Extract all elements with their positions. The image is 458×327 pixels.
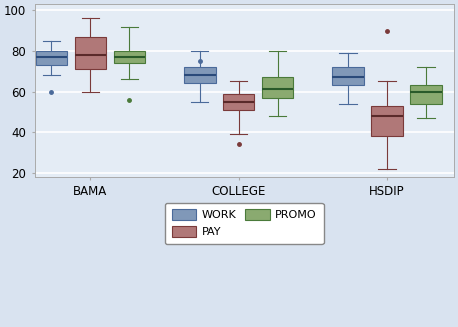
Bar <box>410 85 442 104</box>
Bar <box>223 94 255 110</box>
Bar <box>36 51 67 65</box>
Bar <box>262 77 294 98</box>
Legend: WORK, PAY, PROMO: WORK, PAY, PROMO <box>165 203 324 244</box>
Bar <box>114 51 145 63</box>
Bar <box>371 106 403 136</box>
Bar <box>184 67 216 83</box>
Bar <box>75 37 106 69</box>
Bar <box>333 67 364 85</box>
